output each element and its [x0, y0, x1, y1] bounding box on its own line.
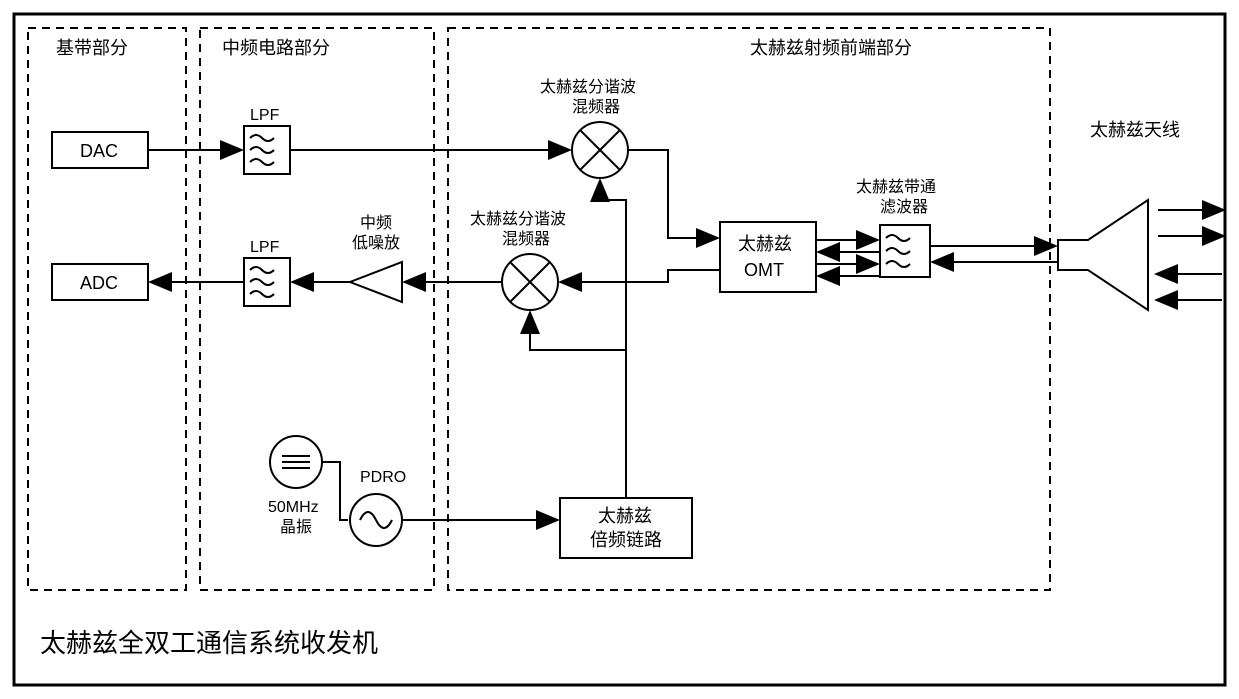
mixer-top-l1: 太赫兹分谐波	[540, 78, 636, 96]
wire-lo-mixer-bot	[530, 314, 626, 350]
if-lna-l1: 中频	[360, 214, 392, 232]
lpf-top-label: LPF	[250, 107, 280, 124]
system-title: 太赫兹全双工通信系统收发机	[40, 628, 378, 658]
if-lna-block	[350, 262, 402, 302]
wire-osc-pdro	[322, 462, 348, 520]
antenna-label: 太赫兹天线	[1090, 120, 1180, 140]
adc-text: ADC	[80, 273, 118, 293]
if-label: 中频电路部分	[222, 38, 330, 58]
omt-l1: 太赫兹	[738, 234, 792, 254]
osc-l2: 晶振	[280, 518, 312, 536]
bpf-block	[880, 225, 930, 277]
pdro-label: PDRO	[360, 469, 406, 486]
rf-label: 太赫兹射频前端部分	[750, 38, 912, 58]
bpf-l1: 太赫兹带通	[856, 178, 936, 196]
omt-block	[720, 222, 816, 292]
lpf-bot-label: LPF	[250, 239, 280, 256]
mult-l1: 太赫兹	[598, 506, 652, 526]
mixer-bot-l1: 太赫兹分谐波	[470, 210, 566, 228]
wire-omt-mixer-bot	[562, 270, 720, 282]
if-lna-l2: 低噪放	[352, 234, 400, 252]
dac-text: DAC	[80, 141, 118, 161]
mixer-top-l2: 混频器	[572, 98, 620, 116]
osc-l1: 50MHz	[268, 499, 319, 516]
wire-mixer-top-omt	[628, 150, 716, 238]
baseband-label: 基带部分	[56, 38, 128, 58]
mixer-bot-l2: 混频器	[502, 230, 550, 248]
mult-l2: 倍频链路	[590, 530, 662, 550]
omt-l2: OMT	[744, 260, 784, 280]
antenna-horn	[1058, 200, 1148, 310]
bpf-l2: 滤波器	[880, 198, 928, 216]
baseband-section	[28, 28, 186, 590]
wire-lo-mixer-top	[600, 182, 626, 350]
